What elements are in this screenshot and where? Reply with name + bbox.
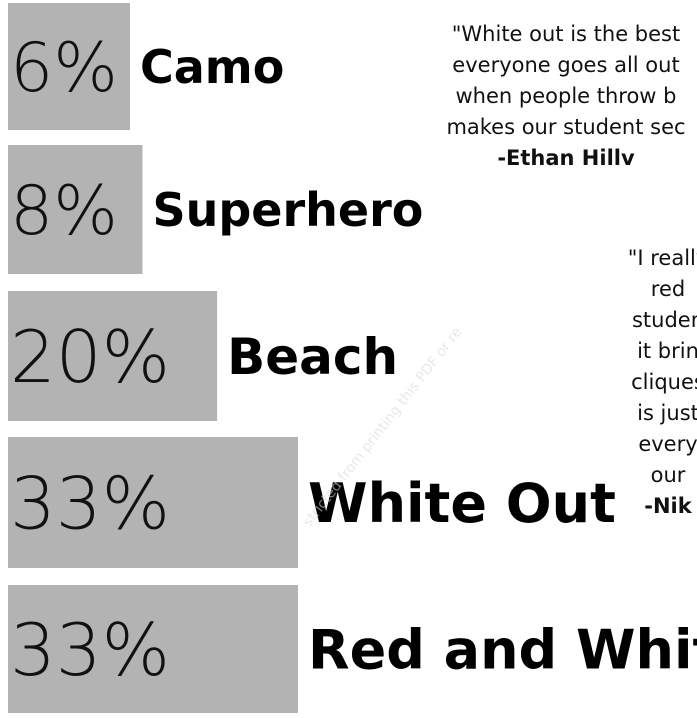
value-label: 6% — [10, 29, 118, 108]
category-label: Superhero — [152, 183, 423, 237]
bar-white-out — [8, 437, 298, 568]
quote-line: red — [650, 277, 686, 301]
quote-line: makes our student sec — [446, 115, 686, 139]
quote-line: every — [638, 432, 697, 456]
quote-author: -Nik — [644, 494, 692, 518]
category-label: White Out — [308, 472, 616, 535]
quote-line: is just — [637, 401, 697, 425]
quote-nik: "I really red studen it brin cliques is … — [588, 243, 697, 522]
quote-ethan: "White out is the best everyone goes all… — [386, 19, 697, 174]
bar-beach — [8, 291, 218, 421]
quote-line: "White out is the best — [451, 22, 681, 46]
quote-line: everyone goes all out — [452, 53, 680, 77]
value-label: 20% — [10, 315, 170, 399]
category-label: Beach — [227, 328, 398, 386]
quote-line: studen — [631, 308, 697, 332]
quote-author: -Ethan Hillv — [497, 146, 635, 170]
category-label: Red and White — [308, 618, 697, 681]
category-label: Camo — [140, 40, 284, 94]
bar-camo — [8, 3, 130, 130]
quote-line: our — [650, 463, 686, 487]
value-label: 8% — [10, 172, 118, 251]
quote-line: it brin — [637, 339, 697, 363]
quote-line: "I really — [627, 246, 697, 270]
bar-red-and-white — [8, 585, 298, 713]
bar-superhero — [8, 145, 143, 274]
value-label: 33% — [10, 608, 170, 692]
quote-line: cliques — [631, 370, 697, 394]
quote-line: when people throw b — [455, 84, 677, 108]
value-label: 33% — [10, 461, 170, 545]
